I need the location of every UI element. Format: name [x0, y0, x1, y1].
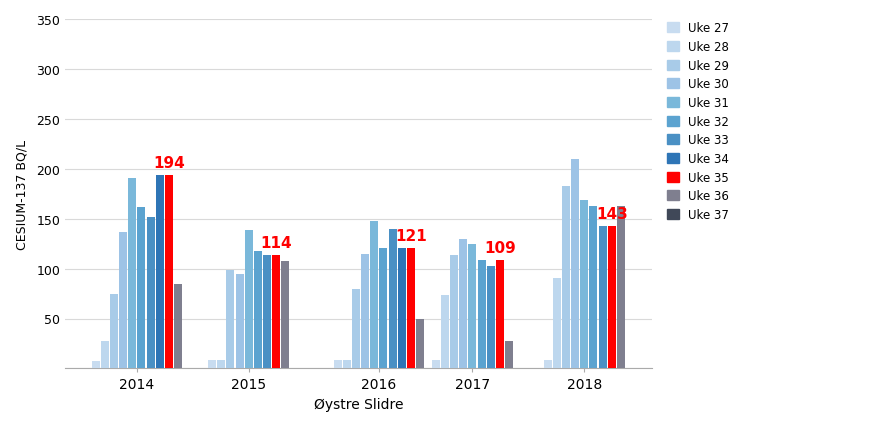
Text: 114: 114 [260, 235, 292, 250]
Bar [334, 360, 342, 368]
Bar [174, 284, 182, 368]
Bar [416, 319, 424, 368]
Bar [227, 270, 235, 368]
Bar [431, 360, 440, 368]
Bar [245, 230, 253, 368]
Bar [617, 206, 625, 368]
Bar [101, 342, 109, 368]
Bar [496, 260, 504, 368]
Text: 194: 194 [153, 155, 185, 170]
Bar [553, 278, 561, 368]
Bar [281, 261, 290, 368]
Bar [128, 178, 136, 368]
Bar [379, 248, 387, 368]
Bar [217, 360, 225, 368]
Bar [110, 294, 118, 368]
Bar [119, 232, 128, 368]
Bar [146, 217, 155, 368]
Legend: Uke 27, Uke 28, Uke 29, Uke 30, Uke 31, Uke 32, Uke 33, Uke 34, Uke 35, Uke 36, : Uke 27, Uke 28, Uke 29, Uke 30, Uke 31, … [664, 19, 733, 225]
Bar [389, 229, 397, 368]
Text: 143: 143 [596, 206, 627, 221]
Bar [352, 289, 360, 368]
Bar [608, 226, 616, 368]
Bar [137, 207, 145, 368]
Bar [571, 159, 579, 368]
Bar [208, 360, 216, 368]
Bar [236, 274, 244, 368]
Bar [589, 206, 597, 368]
Text: 109: 109 [484, 240, 516, 255]
Bar [505, 342, 513, 368]
Bar [272, 255, 280, 368]
Bar [398, 248, 406, 368]
Bar [459, 239, 467, 368]
Bar [361, 254, 369, 368]
Bar [370, 221, 378, 368]
Bar [165, 176, 173, 368]
Bar [562, 186, 570, 368]
Bar [156, 176, 164, 368]
Bar [486, 266, 494, 368]
Text: 121: 121 [395, 228, 427, 243]
Bar [599, 226, 607, 368]
Bar [450, 255, 458, 368]
Bar [544, 360, 552, 368]
Bar [343, 360, 351, 368]
Bar [254, 251, 262, 368]
Bar [263, 255, 271, 368]
Bar [580, 200, 588, 368]
Bar [469, 244, 477, 368]
Bar [478, 260, 486, 368]
Y-axis label: CESIUM-137 BQ/L: CESIUM-137 BQ/L [15, 139, 28, 249]
Bar [92, 362, 100, 368]
Bar [441, 295, 449, 368]
Bar [407, 248, 415, 368]
X-axis label: Øystre Slidre: Øystre Slidre [314, 397, 403, 411]
